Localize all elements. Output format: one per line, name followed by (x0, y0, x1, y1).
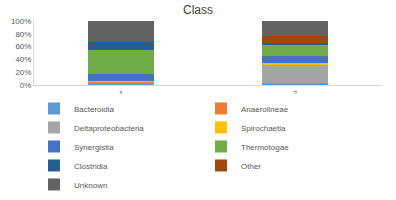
svg-text:Anaerolineae: Anaerolineae (241, 105, 289, 114)
svg-text:0%: 0% (20, 81, 32, 90)
svg-text:1: 1 (118, 88, 124, 98)
svg-text:2: 2 (292, 88, 298, 98)
svg-text:80%: 80% (15, 30, 31, 39)
svg-text:60%: 60% (15, 42, 31, 51)
svg-text:Thermotogae: Thermotogae (241, 143, 289, 152)
svg-text:Bacteroidia: Bacteroidia (74, 105, 115, 114)
svg-text:Spirochaetia: Spirochaetia (241, 124, 286, 133)
svg-text:Synergistia: Synergistia (74, 143, 114, 152)
svg-text:Unknown: Unknown (74, 181, 107, 190)
svg-text:Other: Other (241, 162, 261, 171)
svg-text:20%: 20% (15, 68, 31, 77)
svg-text:Class: Class (183, 3, 213, 17)
svg-text:40%: 40% (15, 55, 31, 64)
svg-text:100%: 100% (11, 17, 31, 26)
svg-text:Clostridia: Clostridia (74, 162, 108, 171)
svg-text:Deltaproteobacteria: Deltaproteobacteria (74, 124, 144, 133)
